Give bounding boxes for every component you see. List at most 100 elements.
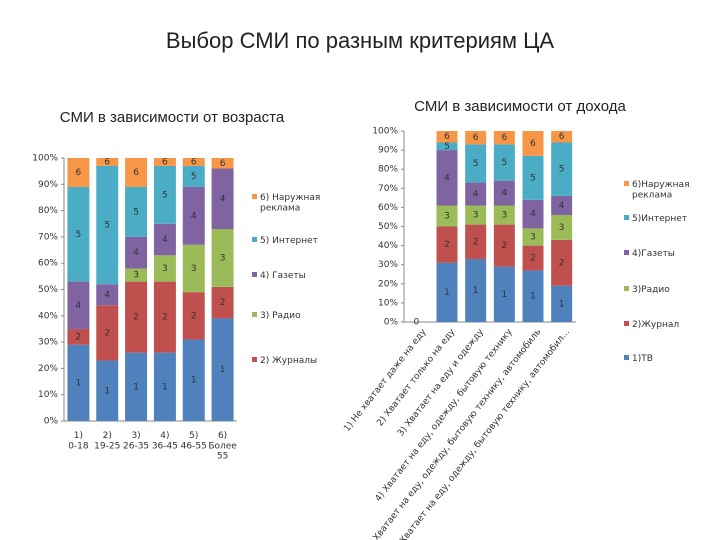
legend-swatch xyxy=(252,312,257,317)
y-tick-label: 0% xyxy=(384,318,399,328)
segment-label: 2 xyxy=(104,328,110,338)
bar-segment xyxy=(551,215,573,240)
segment-label: 6 xyxy=(76,168,82,178)
segment-label: 1 xyxy=(76,378,82,388)
segment-label: 4 xyxy=(76,301,82,311)
bar-segment xyxy=(211,168,234,230)
segment-label: 3 xyxy=(220,253,226,263)
bar-segment xyxy=(465,224,487,259)
bar-segment xyxy=(96,158,119,166)
segment-label: 4 xyxy=(559,201,565,211)
bar-segment xyxy=(551,285,573,322)
y-tick-label: 0% xyxy=(44,417,59,427)
segment-label: 2 xyxy=(191,311,197,321)
bar-segment xyxy=(551,131,573,143)
bar-segment xyxy=(153,223,176,256)
segment-label: 5 xyxy=(559,165,565,175)
bar-segment xyxy=(493,131,515,145)
bar-segment xyxy=(125,352,148,421)
bar-segment xyxy=(153,255,176,282)
bar-segment xyxy=(67,158,90,187)
bar-segment xyxy=(96,360,119,421)
bar-segment xyxy=(211,318,234,421)
x-tick-label: 3) 26-35 xyxy=(123,431,149,451)
slide-title: Выбор СМИ по разным критериям ЦА xyxy=(166,28,554,53)
legend-swatch xyxy=(252,237,257,242)
bar-segment xyxy=(465,182,487,206)
segment-label: 5 xyxy=(104,221,110,231)
legend-swatch xyxy=(624,215,629,220)
bar-segment xyxy=(153,352,176,421)
segment-label: 6 xyxy=(473,133,479,143)
segment-label: 2 xyxy=(473,237,479,247)
segment-label: 2 xyxy=(133,313,139,323)
bar-segment xyxy=(153,281,176,353)
legend-label: 4) Газеты xyxy=(260,271,306,281)
y-tick-label: 100% xyxy=(372,127,398,137)
segment-label: 2 xyxy=(444,240,450,250)
bar-segment xyxy=(522,245,544,271)
bar-segment xyxy=(436,142,458,151)
bar-segment xyxy=(493,144,515,181)
bar-segment xyxy=(182,165,205,187)
segment-label: 1 xyxy=(501,290,507,300)
y-tick-label: 20% xyxy=(378,279,398,289)
segment-label: 2 xyxy=(530,254,536,264)
segment-label: 4 xyxy=(191,211,197,221)
bar-segment xyxy=(67,344,90,421)
segment-label: 5 xyxy=(473,159,479,169)
bar-segment xyxy=(67,328,90,345)
bar-segment xyxy=(436,226,458,263)
segment-label: 5 xyxy=(162,190,168,200)
segment-label: 2 xyxy=(220,298,226,308)
legend-label: 6)Наружная реклама xyxy=(632,180,689,200)
y-tick-label: 80% xyxy=(38,206,58,216)
segment-label: 3 xyxy=(162,264,168,274)
bar-segment xyxy=(125,158,148,187)
y-tick-label: 40% xyxy=(38,311,58,321)
bar-segment xyxy=(522,270,544,322)
bar-segment xyxy=(67,186,90,282)
x-tick-label: 2) 19-25 xyxy=(94,431,120,451)
bar-segment xyxy=(182,339,205,421)
segment-label: 1 xyxy=(191,376,197,386)
bar-segment xyxy=(211,229,234,287)
legend-swatch xyxy=(624,355,629,360)
segment-label: 6 xyxy=(530,139,536,149)
bar-segment xyxy=(493,205,515,225)
legend-swatch xyxy=(252,194,257,199)
bar-segment xyxy=(211,158,234,169)
segment-label: 3 xyxy=(473,211,479,221)
bar-segment xyxy=(522,228,544,246)
segment-label: 1 xyxy=(530,292,536,302)
segment-label: 6 xyxy=(104,157,110,167)
segment-label: 3 xyxy=(559,223,565,233)
bar-segment xyxy=(493,266,515,322)
bar-segment xyxy=(125,186,148,237)
segment-label: 5 xyxy=(76,230,82,240)
bar-segment xyxy=(125,236,148,269)
bar-segment xyxy=(465,144,487,183)
bar-segment xyxy=(522,199,544,229)
y-tick-label: 10% xyxy=(38,390,58,400)
bar-segment xyxy=(182,158,205,166)
segment-label: 4 xyxy=(104,290,110,300)
segment-label: 4 xyxy=(444,173,450,183)
segment-label: 1 xyxy=(559,299,565,309)
segment-label: 6 xyxy=(133,168,139,178)
y-tick-label: 50% xyxy=(38,285,58,295)
legend-swatch xyxy=(624,181,629,186)
segment-label: 6 xyxy=(191,157,197,167)
legend-swatch xyxy=(624,250,629,255)
segment-label: 5 xyxy=(444,142,450,152)
y-tick-label: 60% xyxy=(378,203,398,213)
bar-segment xyxy=(522,131,544,156)
x-tick-label: 1) 0-18 xyxy=(68,431,89,451)
legend-swatch xyxy=(624,286,629,291)
bar-segment xyxy=(211,286,234,319)
segment-label: 6 xyxy=(444,132,450,142)
bar-segment xyxy=(465,131,487,145)
segment-label: 2 xyxy=(559,258,565,268)
segment-label: 6 xyxy=(162,157,168,167)
